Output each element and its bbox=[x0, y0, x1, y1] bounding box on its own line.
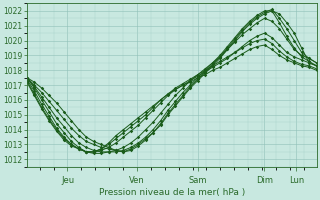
X-axis label: Pression niveau de la mer( hPa ): Pression niveau de la mer( hPa ) bbox=[99, 188, 245, 197]
